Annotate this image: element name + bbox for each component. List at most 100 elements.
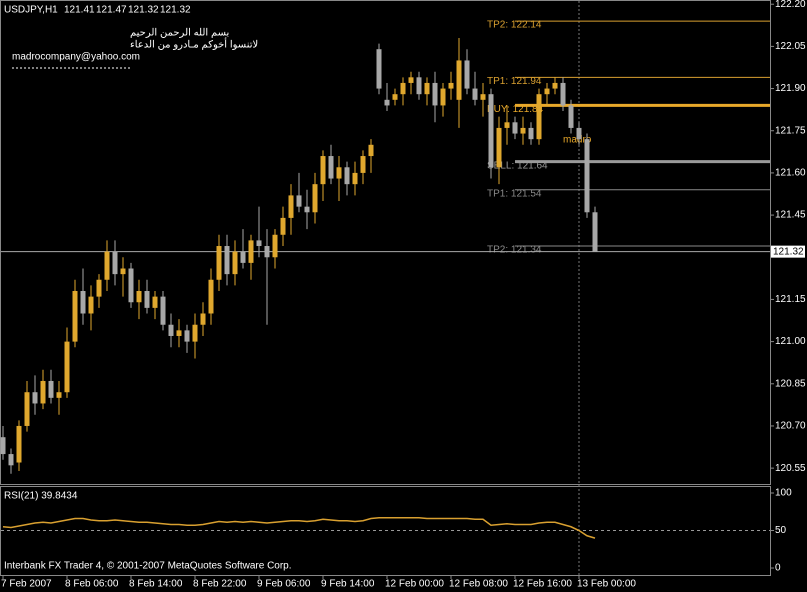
symbol: USDJPY,H1 bbox=[4, 5, 58, 16]
candle-body bbox=[464, 60, 470, 89]
header-line: بسم الله الرحمن الرحيم bbox=[130, 28, 229, 39]
candle-body bbox=[504, 122, 510, 128]
candle-body bbox=[400, 82, 406, 95]
y-tick-label: 121.90 bbox=[775, 83, 806, 94]
candle-body bbox=[8, 454, 14, 466]
rsi-line bbox=[2, 517, 596, 539]
candle-body bbox=[88, 296, 94, 314]
x-tick-label: 12 Feb 00:00 bbox=[385, 579, 444, 590]
y-tick-label: 50 bbox=[775, 525, 787, 536]
candle-body bbox=[408, 77, 414, 83]
candle-body bbox=[48, 380, 54, 398]
candle-body bbox=[280, 217, 286, 235]
candle-body bbox=[456, 60, 462, 100]
candle-body bbox=[304, 206, 310, 213]
y-tick-label: 120.70 bbox=[775, 421, 806, 432]
x-tick-label: 12 Feb 08:00 bbox=[449, 579, 508, 590]
y-tick-label: 0 bbox=[775, 563, 781, 574]
ohlc-close: 121.32 bbox=[160, 5, 191, 16]
y-tick-label: 100 bbox=[775, 488, 792, 499]
candle-body bbox=[376, 49, 382, 89]
x-tick-label: 9 Feb 14:00 bbox=[321, 579, 375, 590]
level-label: TP1: 121.54 bbox=[487, 188, 542, 199]
candle-body bbox=[328, 156, 334, 179]
candle-body bbox=[320, 156, 326, 185]
x-tick-label: 8 Feb 22:00 bbox=[193, 579, 247, 590]
candle-body bbox=[272, 234, 278, 258]
candle-body bbox=[496, 127, 502, 168]
candle-body bbox=[232, 251, 238, 275]
level-label: TP2: 122.14 bbox=[487, 20, 542, 31]
candle-body bbox=[208, 279, 214, 314]
candle-body bbox=[72, 291, 78, 342]
ohlc-high: 121.47 bbox=[96, 5, 127, 16]
y-tick-label: 122.05 bbox=[775, 41, 806, 52]
candle-body bbox=[184, 330, 190, 342]
y-tick-label: 121.15 bbox=[775, 294, 806, 305]
candle-body bbox=[248, 240, 254, 263]
candle-body bbox=[240, 251, 246, 263]
level-label: BUY: 121.84 bbox=[487, 104, 544, 115]
candle-body bbox=[128, 268, 134, 303]
current-price-box bbox=[771, 245, 805, 258]
candle-body bbox=[312, 184, 318, 213]
candle-body bbox=[440, 88, 446, 106]
candle-body bbox=[368, 144, 374, 157]
x-tick-label: 13 Feb 00:00 bbox=[577, 579, 636, 590]
candle-body bbox=[480, 94, 486, 100]
candle-body bbox=[592, 212, 598, 252]
candle-body bbox=[144, 291, 150, 308]
y-tick-label: 121.60 bbox=[775, 168, 806, 179]
candle-body bbox=[520, 127, 526, 134]
candle-body bbox=[560, 82, 566, 106]
candle-body bbox=[544, 88, 550, 95]
candle-body bbox=[152, 296, 158, 308]
candle-body bbox=[264, 246, 270, 258]
current-price-label: 121.32 bbox=[773, 246, 804, 257]
candle-body bbox=[536, 94, 542, 140]
y-tick-label: 120.85 bbox=[775, 378, 806, 389]
candle-body bbox=[288, 195, 294, 218]
candle-body bbox=[112, 251, 118, 275]
candle-body bbox=[168, 324, 174, 336]
x-tick-label: 7 Feb 2007 bbox=[1, 579, 52, 590]
candle-body bbox=[528, 127, 534, 140]
rsi-title: RSI(21) 39.8434 bbox=[4, 491, 78, 502]
ohlc-low: 121.32 bbox=[128, 5, 159, 16]
main-panel-frame bbox=[0, 0, 771, 485]
y-tick-label: 121.45 bbox=[775, 210, 806, 221]
candle-body bbox=[80, 291, 86, 314]
candle-body bbox=[104, 251, 110, 280]
candle-body bbox=[448, 82, 454, 89]
candle-body bbox=[424, 82, 430, 95]
candle-body bbox=[344, 167, 350, 185]
candle-body bbox=[488, 94, 494, 168]
candle-body bbox=[360, 156, 366, 173]
candle-body bbox=[384, 99, 390, 106]
footer: Interbank FX Trader 4, © 2001-2007 MetaQ… bbox=[4, 561, 292, 572]
candle-body bbox=[24, 392, 30, 426]
level-label: TP2: 121.34 bbox=[487, 245, 542, 256]
candle-body bbox=[136, 291, 142, 303]
x-tick-label: 9 Feb 06:00 bbox=[257, 579, 311, 590]
candle-body bbox=[16, 425, 22, 463]
candle-body bbox=[40, 380, 46, 404]
x-tick-label: 12 Feb 16:00 bbox=[513, 579, 572, 590]
header-line: لاتنسوا أخوكم مـادرو من الدعاء bbox=[130, 38, 258, 51]
candle-body bbox=[392, 94, 398, 100]
candle-body bbox=[256, 240, 262, 247]
candle-body bbox=[216, 246, 222, 280]
level-label: SELL: 121.64 bbox=[487, 160, 548, 171]
candle-body bbox=[32, 392, 38, 404]
y-tick-label: 121.75 bbox=[775, 125, 806, 136]
x-tick-label: 8 Feb 06:00 bbox=[65, 579, 119, 590]
candle-body bbox=[584, 139, 590, 213]
header-line: madrocompany@yahoo.com bbox=[12, 52, 140, 63]
candle-body bbox=[352, 172, 358, 185]
candle-body bbox=[56, 392, 62, 398]
candle-body bbox=[224, 246, 230, 275]
y-tick-label: 122.20 bbox=[775, 0, 806, 10]
y-tick-label: 120.55 bbox=[775, 463, 806, 474]
candle-body bbox=[200, 313, 206, 325]
